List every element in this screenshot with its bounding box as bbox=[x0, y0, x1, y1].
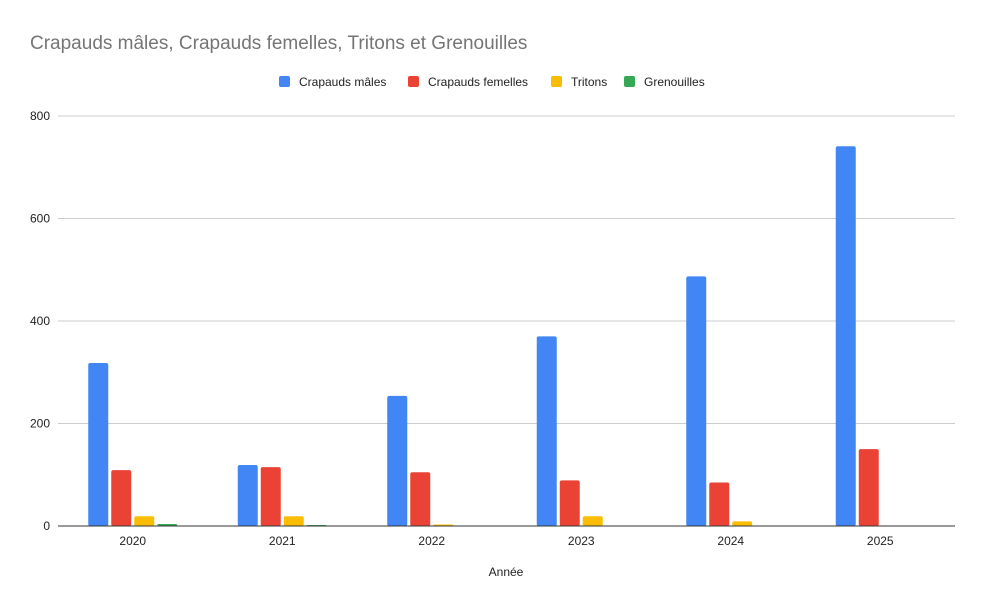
bar bbox=[134, 516, 155, 526]
x-axis-ticks: 2020 2021 2022 2023 2024 2025 bbox=[119, 534, 894, 548]
bar bbox=[709, 482, 730, 526]
bar bbox=[260, 467, 281, 526]
x-tick-label: 2021 bbox=[269, 534, 296, 548]
bars bbox=[88, 146, 925, 527]
y-tick-label: 0 bbox=[43, 519, 50, 533]
bar bbox=[387, 395, 408, 526]
legend-swatch bbox=[624, 76, 635, 87]
bar bbox=[559, 480, 580, 526]
gridlines bbox=[58, 115, 955, 424]
bar bbox=[111, 470, 132, 526]
bar bbox=[283, 516, 304, 526]
x-tick-label: 2023 bbox=[568, 534, 595, 548]
y-tick-label: 800 bbox=[30, 109, 50, 123]
legend-label: Crapauds femelles bbox=[428, 75, 528, 89]
x-axis-title: Année bbox=[489, 565, 524, 579]
bar bbox=[536, 336, 557, 526]
bar bbox=[858, 449, 879, 526]
x-tick-label: 2025 bbox=[867, 534, 894, 548]
y-axis-ticks: 0 200 400 600 800 bbox=[30, 109, 50, 533]
bar bbox=[88, 363, 109, 526]
legend-swatch bbox=[408, 76, 419, 87]
bar bbox=[410, 472, 431, 526]
bar bbox=[157, 523, 178, 526]
legend-swatch bbox=[279, 76, 290, 87]
y-tick-label: 600 bbox=[30, 212, 50, 226]
legend-swatch bbox=[551, 76, 562, 87]
chart-title: Crapauds mâles, Crapauds femelles, Trito… bbox=[30, 33, 527, 54]
legend-label: Grenouilles bbox=[644, 75, 705, 89]
bar bbox=[237, 465, 258, 526]
bar bbox=[732, 521, 753, 526]
bar bbox=[835, 146, 856, 527]
legend-label: Tritons bbox=[571, 75, 607, 89]
x-tick-label: 2022 bbox=[418, 534, 445, 548]
x-tick-label: 2024 bbox=[717, 534, 744, 548]
legend-label: Crapauds mâles bbox=[299, 75, 386, 89]
bar bbox=[686, 276, 707, 526]
legend: Crapauds mâles Crapauds femelles Tritons Gr… bbox=[279, 75, 705, 89]
bar bbox=[582, 516, 603, 526]
y-tick-label: 400 bbox=[30, 314, 50, 328]
x-tick-label: 2020 bbox=[119, 534, 146, 548]
y-tick-label: 200 bbox=[30, 417, 50, 431]
